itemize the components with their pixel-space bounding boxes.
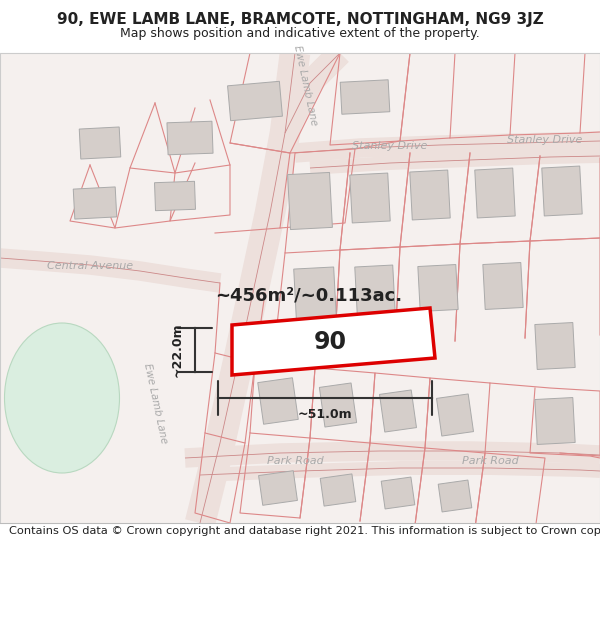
Polygon shape [380, 390, 416, 432]
Polygon shape [438, 480, 472, 512]
Polygon shape [155, 181, 196, 211]
Polygon shape [475, 168, 515, 218]
Text: Stanley Drive: Stanley Drive [352, 141, 428, 151]
Polygon shape [167, 121, 213, 155]
Polygon shape [232, 308, 435, 375]
Polygon shape [340, 80, 390, 114]
Polygon shape [437, 394, 473, 436]
Text: Ewe Lamb Lane: Ewe Lamb Lane [142, 362, 169, 444]
Text: Contains OS data © Crown copyright and database right 2021. This information is : Contains OS data © Crown copyright and d… [9, 526, 600, 536]
Text: ~456m²/~0.113ac.: ~456m²/~0.113ac. [215, 287, 402, 305]
Polygon shape [535, 398, 575, 444]
Polygon shape [355, 265, 395, 315]
Polygon shape [319, 383, 356, 427]
Text: ~22.0m: ~22.0m [170, 322, 184, 378]
Text: Stanley Drive: Stanley Drive [508, 135, 583, 145]
Polygon shape [418, 264, 458, 311]
Polygon shape [350, 173, 390, 223]
Polygon shape [287, 173, 332, 229]
Polygon shape [381, 477, 415, 509]
Text: Central Avenue: Central Avenue [47, 261, 133, 271]
Text: Map shows position and indicative extent of the property.: Map shows position and indicative extent… [120, 27, 480, 40]
Polygon shape [0, 53, 600, 523]
Polygon shape [79, 127, 121, 159]
Text: ~51.0m: ~51.0m [298, 408, 352, 421]
Text: Park Road: Park Road [266, 456, 323, 466]
Ellipse shape [5, 323, 119, 473]
Polygon shape [259, 471, 298, 505]
Text: Park Road: Park Road [461, 456, 518, 466]
Polygon shape [535, 322, 575, 369]
Text: Ewe Lamb Lane: Ewe Lamb Lane [292, 44, 319, 126]
Text: 90, EWE LAMB LANE, BRAMCOTE, NOTTINGHAM, NG9 3JZ: 90, EWE LAMB LANE, BRAMCOTE, NOTTINGHAM,… [56, 12, 544, 27]
Polygon shape [320, 474, 356, 506]
Polygon shape [410, 170, 450, 220]
Polygon shape [227, 81, 283, 121]
Polygon shape [483, 262, 523, 309]
Polygon shape [542, 166, 582, 216]
Polygon shape [294, 267, 336, 319]
Polygon shape [73, 187, 117, 219]
Text: 90: 90 [314, 330, 347, 354]
Polygon shape [258, 378, 298, 424]
